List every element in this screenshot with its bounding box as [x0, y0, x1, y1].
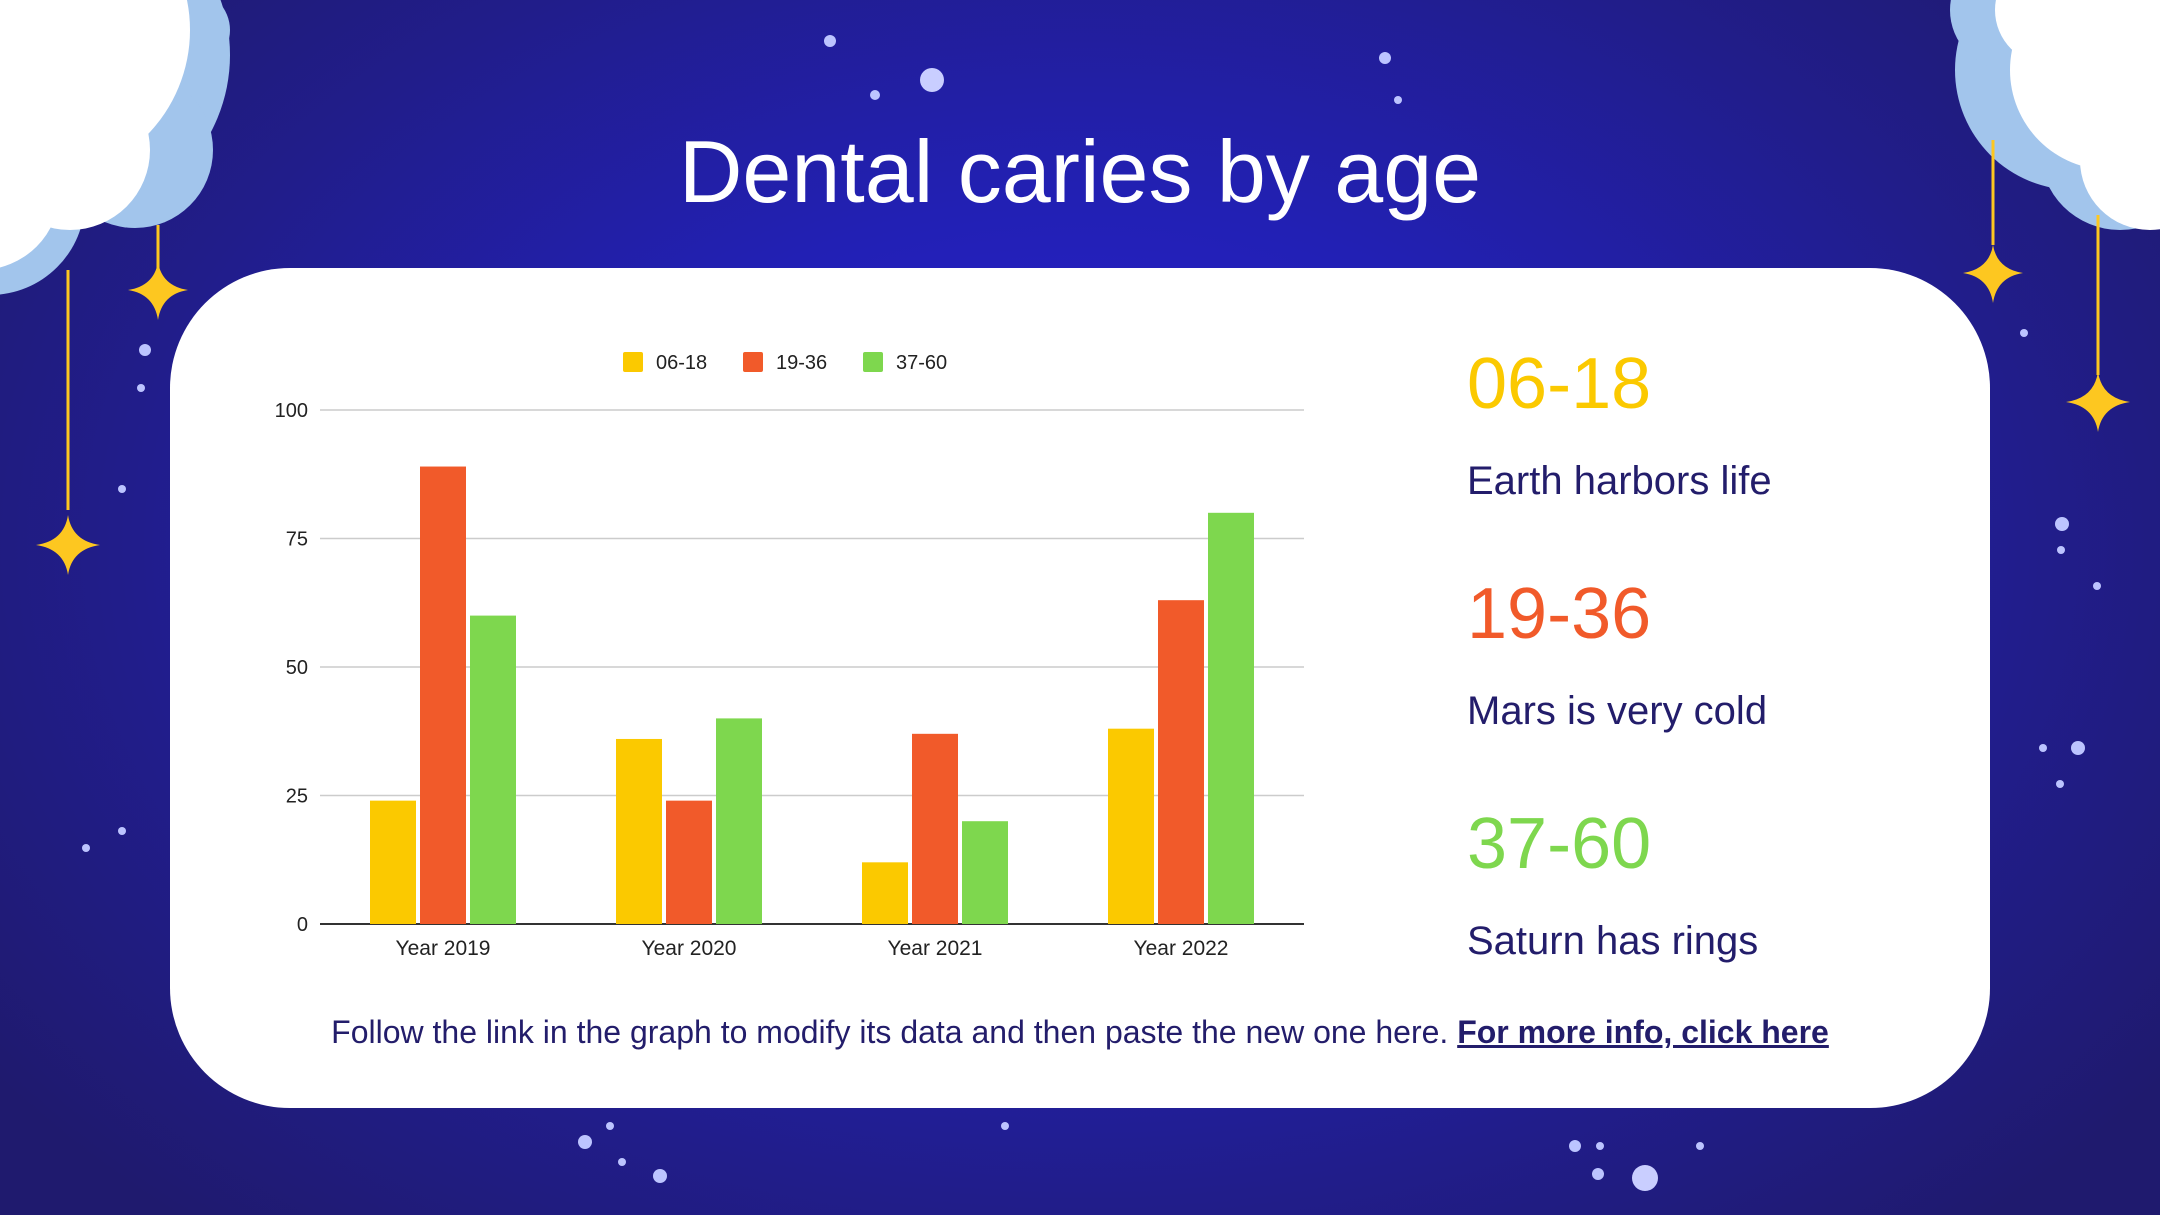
x-tick-label: Year 2022: [1134, 937, 1229, 960]
bar-19-36-year-2019: [420, 466, 466, 924]
footnote: Follow the link in the graph to modify i…: [170, 1016, 1990, 1048]
chart-legend: 06-18 19-36 37-60: [623, 352, 947, 374]
bar-19-36-year-2022: [1158, 600, 1204, 924]
bar-37-60-year-2021: [962, 821, 1008, 924]
more-info-link[interactable]: For more info, click here: [1457, 1014, 1829, 1050]
bar-37-60-year-2022: [1208, 512, 1254, 924]
sidebar-text-1: Earth harbors life: [1467, 459, 1772, 503]
y-tick-label: 50: [286, 657, 308, 679]
legend-swatch-37-60: [863, 352, 883, 372]
sidebar-range-3: 37-60: [1467, 804, 1652, 884]
star-icon: [1963, 245, 2023, 303]
hanging-stars: [66, 140, 2100, 510]
bar-37-60-year-2020: [716, 718, 762, 924]
sidebar-range-1: 06-18: [1467, 344, 1652, 424]
bar-chart: 0 25 50 75 100 Year 2019 Year 2020 Year 2021 Yea…: [275, 352, 1304, 960]
legend-label-06-18: 06-18: [656, 352, 707, 374]
bar-06-18-year-2019: [370, 800, 416, 924]
slide-title: Dental caries by age: [678, 122, 1482, 221]
footnote-text: Follow the link in the graph to modify i…: [331, 1014, 1458, 1050]
x-tick-label: Year 2020: [642, 937, 737, 960]
star-icon: [36, 515, 100, 575]
star-icon: [128, 262, 188, 320]
legend-label-19-36: 19-36: [776, 352, 827, 374]
legend-swatch-06-18: [623, 352, 643, 372]
chart-bars: [370, 466, 1254, 924]
y-tick-label: 75: [286, 529, 308, 551]
sidebar-text-2: Mars is very cold: [1467, 689, 1768, 733]
bar-06-18-year-2022: [1108, 728, 1154, 924]
star-icon: [2066, 372, 2130, 432]
bar-06-18-year-2020: [616, 738, 662, 924]
sidebar-text-3: Saturn has rings: [1467, 919, 1759, 963]
legend-label-37-60: 37-60: [896, 352, 947, 374]
y-tick-label: 25: [286, 786, 308, 808]
chart-grid: [320, 409, 1304, 925]
cloud-top-left: [0, 0, 230, 295]
legend-swatch-19-36: [743, 352, 763, 372]
content-card: 0 25 50 75 100 Year 2019 Year 2020 Year 2021 Yea…: [170, 268, 1990, 1108]
star-dots: [82, 35, 2101, 1191]
chart-axis-labels: 0 25 50 75 100 Year 2019 Year 2020 Year 2021 Yea…: [275, 400, 1229, 960]
bar-19-36-year-2020: [666, 800, 712, 924]
y-tick-label: 0: [297, 914, 308, 936]
x-tick-label: Year 2021: [888, 937, 983, 960]
sidebar-range-2: 19-36: [1467, 574, 1652, 654]
y-tick-label: 100: [275, 400, 308, 422]
bar-06-18-year-2021: [862, 862, 908, 924]
x-tick-label: Year 2019: [396, 937, 491, 960]
cloud-top-right: [1950, 0, 2160, 230]
bar-37-60-year-2019: [470, 615, 516, 924]
bar-19-36-year-2021: [912, 733, 958, 924]
